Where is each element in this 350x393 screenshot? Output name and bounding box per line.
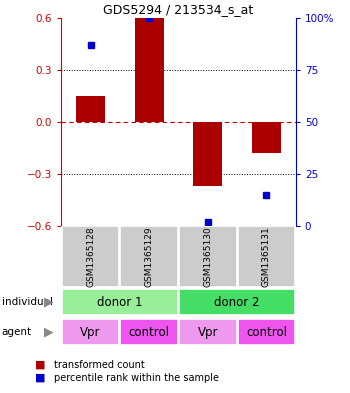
Text: control: control bbox=[129, 326, 170, 339]
Bar bbox=[179, 319, 237, 345]
Bar bbox=[76, 96, 105, 122]
Bar bbox=[62, 226, 119, 287]
Bar bbox=[134, 18, 164, 122]
Text: Vpr: Vpr bbox=[80, 326, 101, 339]
Text: agent: agent bbox=[2, 327, 32, 337]
Text: transformed count: transformed count bbox=[54, 360, 145, 370]
Bar bbox=[120, 226, 178, 287]
Bar bbox=[238, 226, 295, 287]
Text: GSM1365130: GSM1365130 bbox=[203, 226, 212, 287]
Title: GDS5294 / 213534_s_at: GDS5294 / 213534_s_at bbox=[103, 4, 254, 17]
Text: ■: ■ bbox=[35, 373, 46, 383]
Bar bbox=[62, 289, 178, 315]
Bar bbox=[120, 319, 178, 345]
Text: ▶: ▶ bbox=[44, 296, 53, 309]
Text: ▶: ▶ bbox=[44, 326, 53, 339]
Bar bbox=[238, 319, 295, 345]
Text: percentile rank within the sample: percentile rank within the sample bbox=[54, 373, 219, 383]
Text: Vpr: Vpr bbox=[197, 326, 218, 339]
Bar bbox=[193, 122, 223, 186]
Text: ■: ■ bbox=[35, 360, 46, 370]
Bar bbox=[179, 226, 237, 287]
Text: GSM1365128: GSM1365128 bbox=[86, 226, 95, 287]
Text: control: control bbox=[246, 326, 287, 339]
Text: donor 2: donor 2 bbox=[214, 296, 260, 309]
Bar bbox=[62, 319, 119, 345]
Bar bbox=[179, 289, 295, 315]
Text: individual: individual bbox=[2, 297, 53, 307]
Text: GSM1365129: GSM1365129 bbox=[145, 226, 154, 287]
Text: GSM1365131: GSM1365131 bbox=[262, 226, 271, 287]
Bar bbox=[252, 122, 281, 153]
Text: donor 1: donor 1 bbox=[97, 296, 143, 309]
